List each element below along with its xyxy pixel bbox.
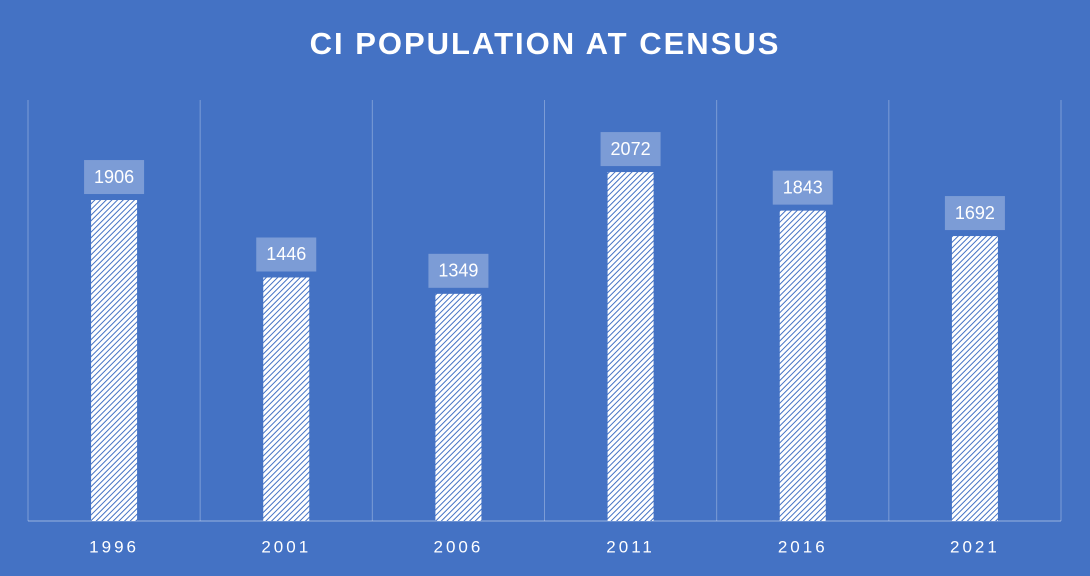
- data-label: 2072: [611, 139, 651, 159]
- data-label: 1692: [955, 203, 995, 223]
- chart-title: CI POPULATION AT CENSUS: [310, 26, 781, 61]
- data-label: 1446: [266, 244, 306, 264]
- bar: [263, 277, 310, 521]
- data-label-box: [256, 237, 317, 272]
- x-tick-label: 2001: [261, 537, 311, 556]
- x-tick-label: 2011: [606, 537, 655, 556]
- x-tick-label: 2021: [950, 537, 1000, 556]
- data-label: 1349: [438, 261, 478, 281]
- bar: [91, 200, 138, 521]
- data-label: 1906: [94, 167, 134, 187]
- x-tick-label: 2016: [778, 537, 828, 556]
- bar: [951, 236, 998, 521]
- bar: [607, 172, 654, 521]
- data-label-box: [428, 253, 489, 288]
- bar: [435, 293, 482, 521]
- x-tick-label: 1996: [89, 537, 139, 556]
- data-label-box: [84, 160, 145, 195]
- bar: [779, 210, 826, 521]
- x-tick-label: 2006: [434, 537, 484, 556]
- data-label-box: [772, 170, 833, 205]
- data-label-box: [944, 196, 1005, 231]
- data-label: 1843: [783, 177, 823, 197]
- data-label-box: [600, 132, 661, 167]
